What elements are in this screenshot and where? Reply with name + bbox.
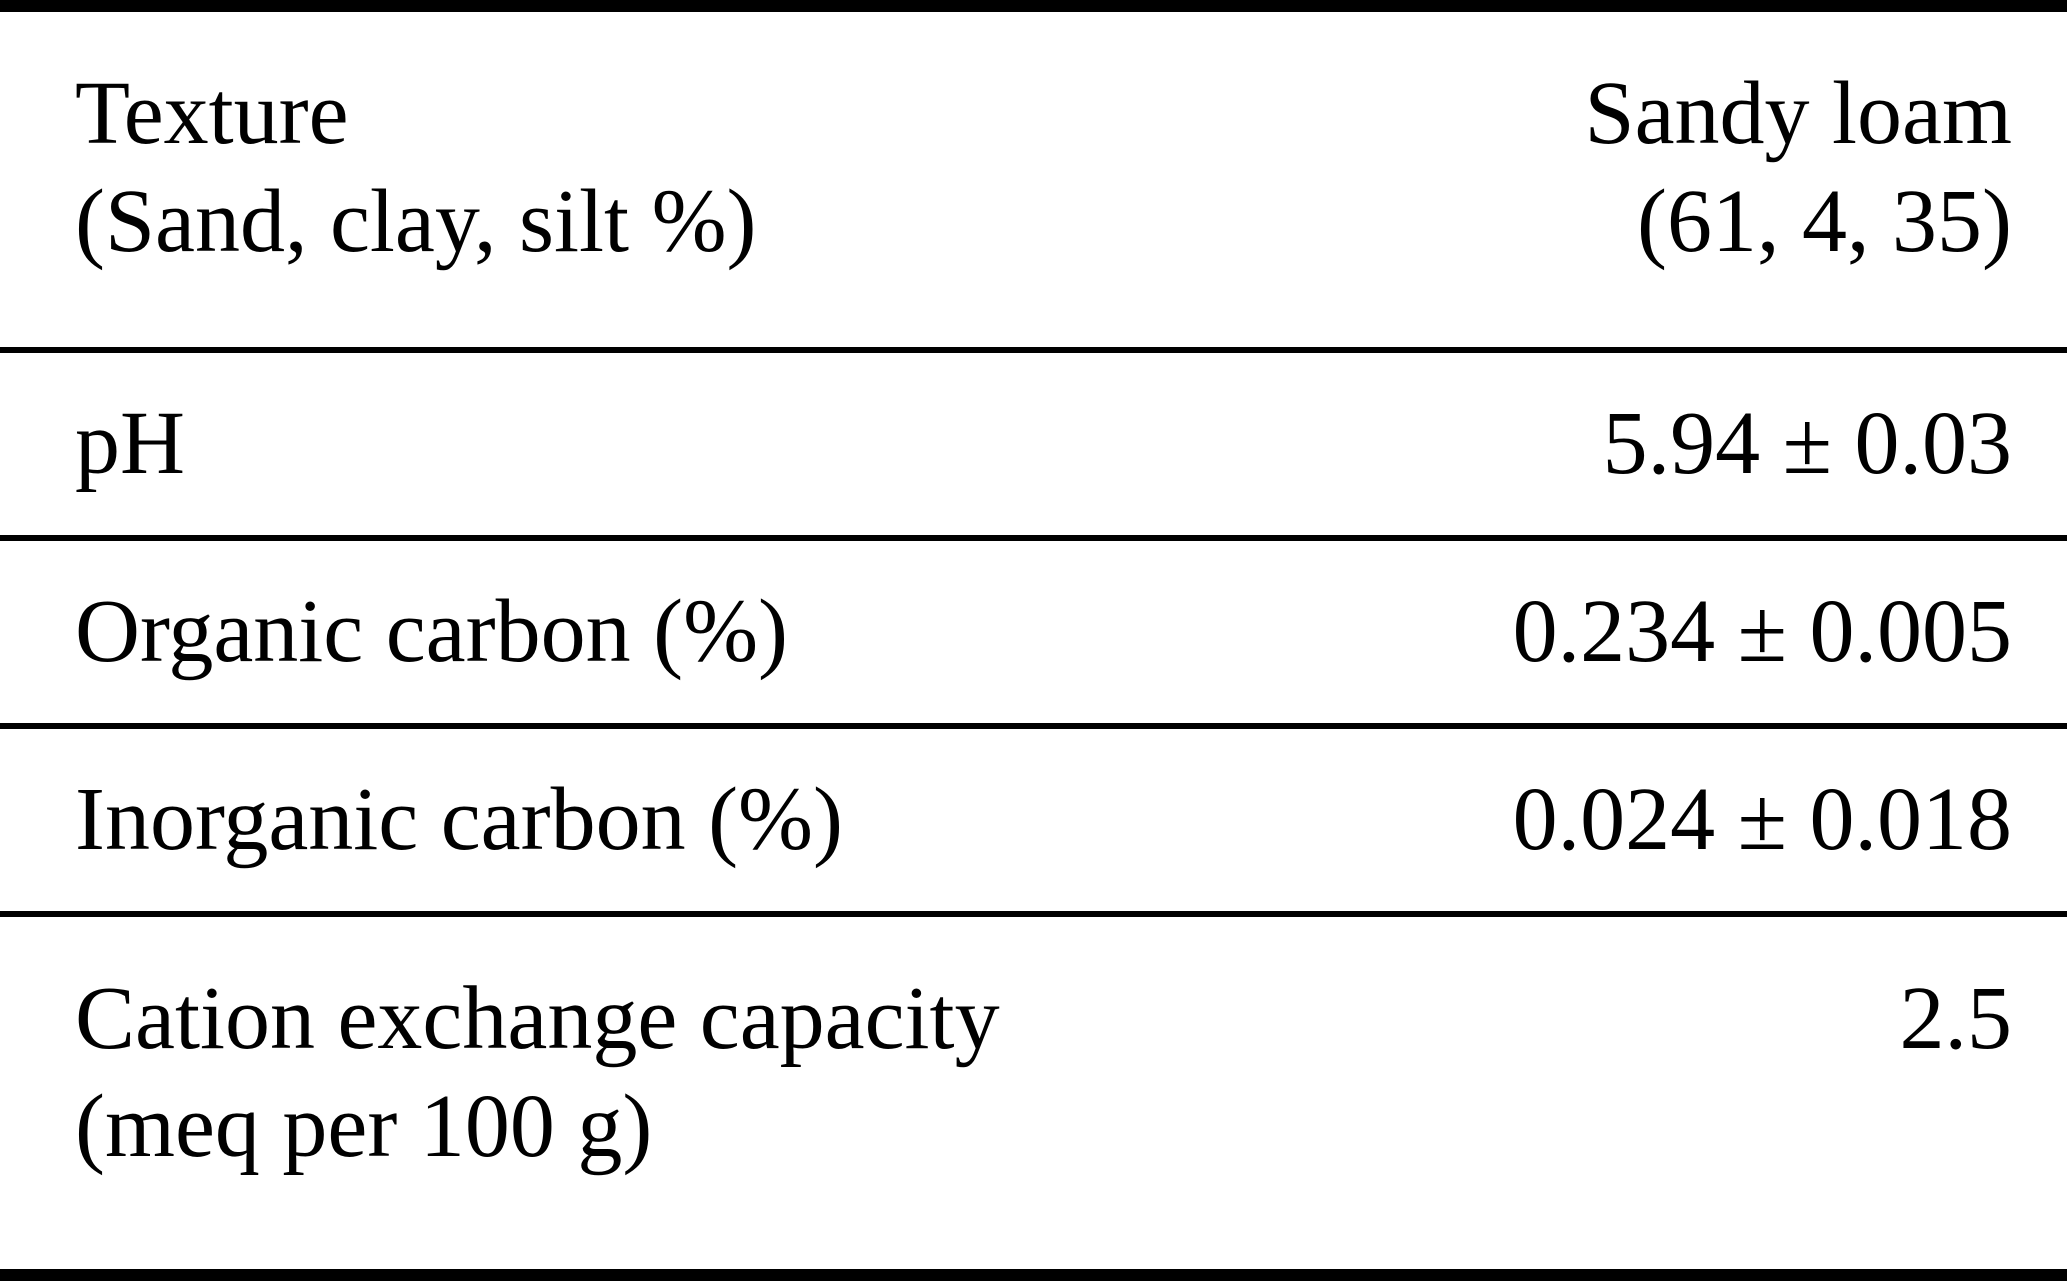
texture-value-line1: Sandy loam — [1584, 64, 2012, 163]
table-row-organic-carbon: Organic carbon (%) 0.234 ± 0.005 — [0, 535, 2067, 723]
ph-value-cell: 5.94 ± 0.03 — [1603, 390, 2012, 498]
texture-value-line2: (61, 4, 35) — [1637, 172, 2012, 271]
organic-carbon-value: 0.234 ± 0.005 — [1512, 582, 2012, 681]
ph-label: pH — [75, 394, 185, 493]
organic-carbon-label: Organic carbon (%) — [75, 582, 789, 681]
table-row-ph: pH 5.94 ± 0.03 — [0, 347, 2067, 535]
cec-label-cell: Cation exchange capacity (meq per 100 g) — [75, 965, 1000, 1181]
inorganic-carbon-value-cell: 0.024 ± 0.018 — [1513, 766, 2012, 874]
inorganic-carbon-value: 0.024 ± 0.018 — [1512, 770, 2012, 869]
cec-label-line2: (meq per 100 g) — [75, 1077, 653, 1176]
texture-label-line2: (Sand, clay, silt %) — [75, 172, 757, 271]
ph-value: 5.94 ± 0.03 — [1602, 394, 2012, 493]
cec-value-cell: 2.5 — [1900, 965, 2013, 1073]
texture-label-cell: Texture (Sand, clay, silt %) — [75, 60, 757, 276]
table-row-inorganic-carbon: Inorganic carbon (%) 0.024 ± 0.018 — [0, 723, 2067, 911]
inorganic-carbon-label: Inorganic carbon (%) — [75, 770, 843, 869]
cec-value: 2.5 — [1899, 969, 2013, 1068]
organic-carbon-value-cell: 0.234 ± 0.005 — [1513, 578, 2012, 686]
inorganic-carbon-label-cell: Inorganic carbon (%) — [75, 766, 843, 874]
table-row-texture: Texture (Sand, clay, silt %) Sandy loam … — [0, 12, 2067, 347]
organic-carbon-label-cell: Organic carbon (%) — [75, 578, 788, 686]
texture-value-cell: Sandy loam (61, 4, 35) — [1585, 60, 2012, 276]
table-row-cation-exchange-capacity: Cation exchange capacity (meq per 100 g)… — [0, 911, 2067, 1235]
ph-label-cell: pH — [75, 390, 185, 498]
cec-label-line1: Cation exchange capacity — [75, 969, 1000, 1068]
texture-label-line1: Texture — [75, 64, 349, 163]
